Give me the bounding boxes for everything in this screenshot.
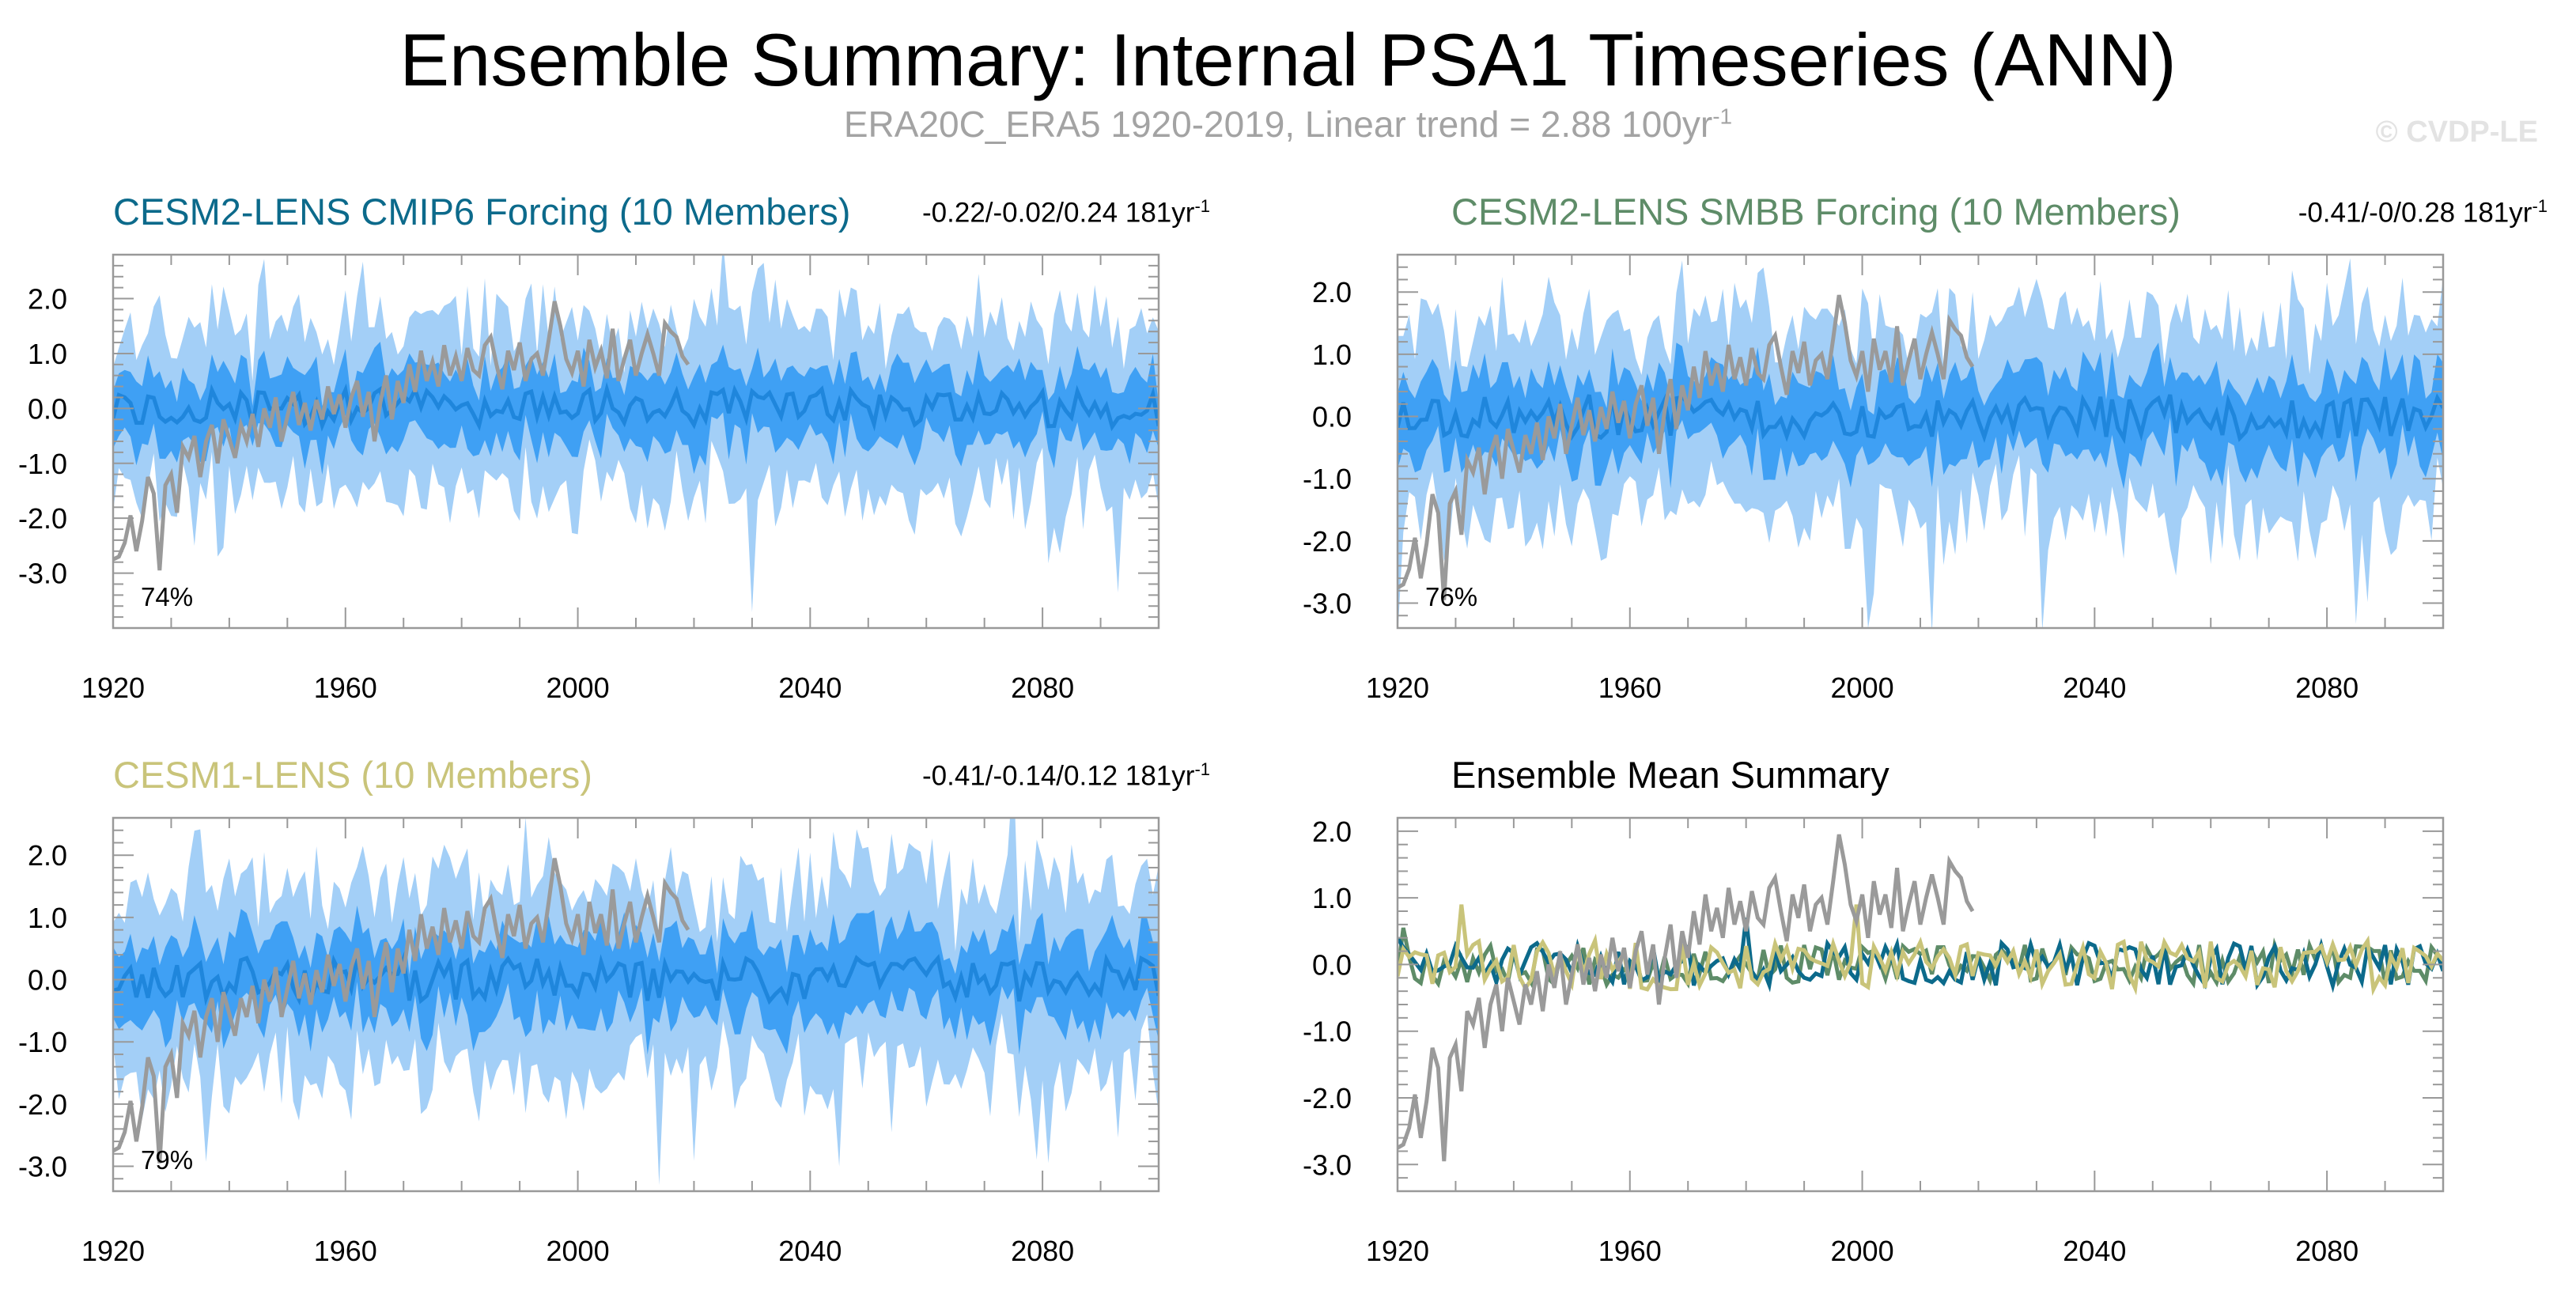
panel-3-stat-text: -0.41/-0.14/0.12 181yr bbox=[922, 760, 1195, 792]
x-tick-label: 2040 bbox=[2063, 1235, 2126, 1267]
page-title: Ensemble Summary: Internal PSA1 Timeseri… bbox=[399, 18, 2177, 101]
plot-area-cesm2-cmip6 bbox=[113, 255, 1159, 613]
ensemble-range-inner bbox=[113, 342, 1159, 475]
percent-label: 74% bbox=[141, 582, 193, 611]
x-tick-label: 1920 bbox=[1366, 1235, 1429, 1267]
x-tick-label: 1960 bbox=[1598, 1235, 1662, 1267]
panel-4-title: Ensemble Mean Summary bbox=[1451, 754, 1889, 796]
y-tick-label: 0.0 bbox=[1312, 401, 1352, 433]
x-tick-label: 2080 bbox=[1011, 1235, 1074, 1267]
chart-panel-cesm1: 1920 1960 2000 2040 2080 2.0 1.0 0.0 -1.0 -2.0 -3.… bbox=[18, 816, 1160, 1267]
percent-label: 76% bbox=[1425, 582, 1477, 611]
y-tick-label: 1.0 bbox=[1312, 339, 1352, 371]
percent-label: 79% bbox=[141, 1145, 193, 1175]
x-tick-label: 2040 bbox=[778, 672, 842, 704]
y-tick-label: 1.0 bbox=[28, 338, 67, 370]
observation-line bbox=[1398, 294, 1975, 600]
plot-frame bbox=[1396, 816, 2445, 1193]
y-tick-label: 2.0 bbox=[1312, 815, 1352, 848]
y-tick-label: -3.0 bbox=[1303, 1148, 1352, 1181]
x-tick-label: 1960 bbox=[314, 1235, 377, 1267]
x-tick-label: 1920 bbox=[1366, 672, 1429, 704]
panel-3-stat: -0.41/-0.14/0.12 181yr-1 bbox=[922, 759, 1210, 793]
subtitle-text: ERA20C_ERA5 1920-2019, Linear trend = 2.… bbox=[843, 104, 1713, 145]
ensemble-mean-line bbox=[1398, 393, 2443, 445]
ensemble-mean-line bbox=[113, 951, 1159, 1007]
panel-3-title: CESM1-LENS (10 Members) bbox=[113, 754, 592, 796]
chart-panel-ensemble-mean-summary: 1920 1960 2000 2040 2080 2.0 1.0 0.0 -1.0 -2.0 -3.… bbox=[1303, 815, 2445, 1267]
y-tick-label: 2.0 bbox=[1312, 276, 1352, 308]
x-tick-label: 2080 bbox=[1011, 672, 1074, 704]
chart-panel-cesm2-smbb: 1920 1960 2000 2040 2080 2.0 1.0 0.0 -1.0 -2.0 -3.… bbox=[1303, 253, 2445, 704]
x-tick-label: 2000 bbox=[547, 672, 610, 704]
y-tick-label: 2.0 bbox=[28, 283, 67, 316]
y-tick-label: 0.0 bbox=[1312, 948, 1352, 981]
cesm2-smbb-mean-line bbox=[1398, 927, 2443, 989]
y-tick-label: -1.0 bbox=[1303, 1016, 1352, 1048]
plot-area-cesm2-smbb bbox=[1398, 258, 2443, 628]
x-tick-label: 2080 bbox=[2295, 1235, 2358, 1267]
y-tick-label: 0.0 bbox=[28, 964, 67, 997]
panel-2-title: CESM2-LENS SMBB Forcing (10 Members) bbox=[1451, 191, 2181, 233]
x-tick-label: 1920 bbox=[81, 672, 145, 704]
y-tick-label: 2.0 bbox=[28, 839, 67, 872]
subtitle: ERA20C_ERA5 1920-2019, Linear trend = 2.… bbox=[0, 103, 2576, 146]
y-tick-label: -1.0 bbox=[18, 1026, 67, 1058]
panel-1-stat-text: -0.22/-0.02/0.24 181yr bbox=[922, 197, 1195, 229]
y-tick-label: -1.0 bbox=[18, 448, 67, 480]
panel-2-stat-text: -0.41/-0/0.28 181yr bbox=[2298, 197, 2532, 229]
x-tick-label: 2080 bbox=[2295, 672, 2358, 704]
y-tick-label: 0.0 bbox=[28, 392, 67, 425]
panel-1-stat-sup: -1 bbox=[1194, 196, 1210, 216]
panel-1-title: CESM2-LENS CMIP6 Forcing (10 Members) bbox=[113, 191, 851, 233]
plot-area-ensemble-mean-summary bbox=[1398, 834, 2443, 1162]
y-tick-label: 1.0 bbox=[1312, 882, 1352, 914]
panel-2-stat-sup: -1 bbox=[2532, 196, 2548, 216]
panel-3-stat-sup: -1 bbox=[1194, 759, 1210, 779]
x-tick-label: 2040 bbox=[778, 1235, 842, 1267]
x-tick-label: 2000 bbox=[1831, 672, 1894, 704]
ensemble-mean-line bbox=[113, 381, 1159, 432]
y-tick-label: -1.0 bbox=[1303, 463, 1352, 495]
y-tick-label: -2.0 bbox=[1303, 525, 1352, 558]
x-tick-label: 2000 bbox=[547, 1235, 610, 1267]
y-tick-label: 1.0 bbox=[28, 902, 67, 934]
x-tick-label: 1960 bbox=[314, 672, 377, 704]
x-tick-label: 2040 bbox=[2063, 672, 2126, 704]
x-tick-label: 1960 bbox=[1598, 672, 1662, 704]
subtitle-superscript: -1 bbox=[1712, 104, 1733, 129]
y-tick-label: -3.0 bbox=[18, 558, 67, 590]
observation-line bbox=[1398, 834, 1975, 1162]
plot-area-cesm1 bbox=[113, 818, 1159, 1186]
x-tick-label: 2000 bbox=[1831, 1235, 1894, 1267]
x-tick-label: 1920 bbox=[81, 1235, 145, 1267]
panel-1-stat: -0.22/-0.02/0.24 181yr-1 bbox=[922, 196, 1210, 229]
panel-2-stat: -0.41/-0/0.28 181yr-1 bbox=[2298, 196, 2548, 229]
y-tick-label: -2.0 bbox=[18, 1088, 67, 1121]
ensemble-range-inner bbox=[1398, 342, 2443, 490]
observation-line bbox=[113, 301, 690, 571]
chart-panel-cesm2-cmip6: 1920 1960 2000 2040 2080 2.0 1.0 0.0 -1.0 -2.0 -3.… bbox=[18, 253, 1160, 704]
y-tick-label: -2.0 bbox=[18, 502, 67, 535]
y-tick-label: -3.0 bbox=[18, 1151, 67, 1183]
y-tick-label: -2.0 bbox=[1303, 1082, 1352, 1114]
ensemble-range-inner bbox=[113, 905, 1159, 1055]
observation-line bbox=[113, 857, 690, 1164]
y-tick-label: -3.0 bbox=[1303, 588, 1352, 620]
watermark: © CVDP-LE bbox=[2375, 115, 2538, 149]
